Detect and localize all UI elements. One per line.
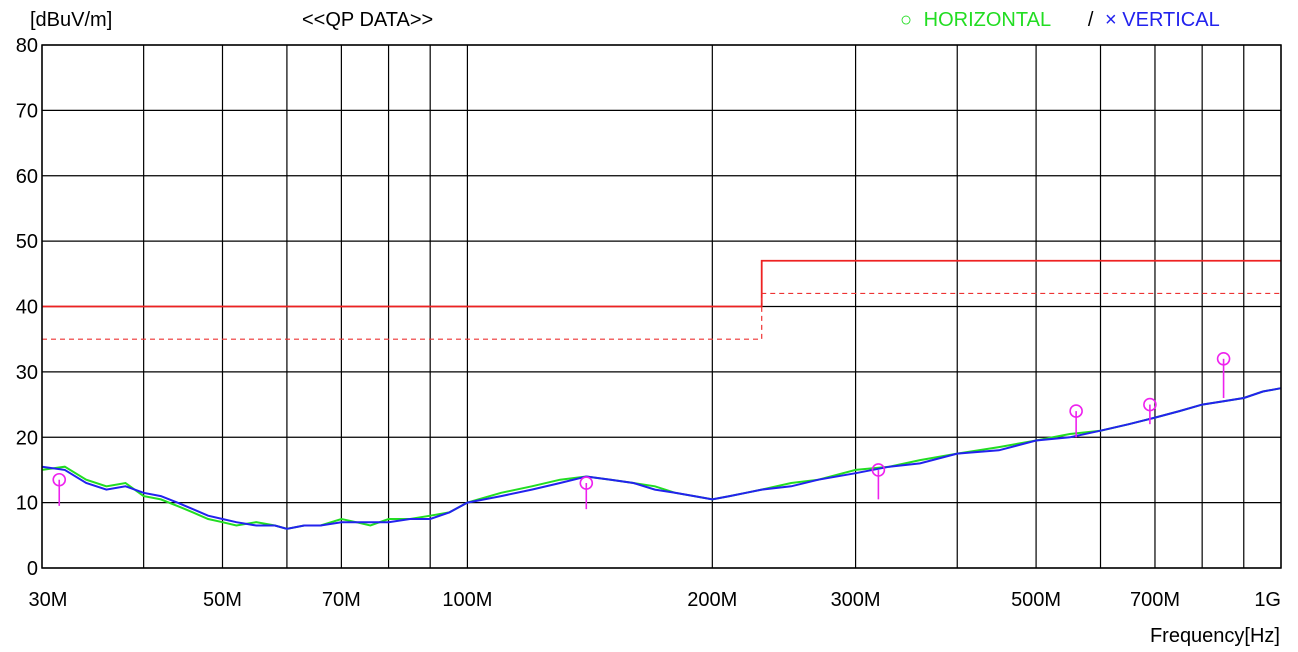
- limit-margin-line: [42, 292, 1281, 340]
- y-axis-label: [dBuV/m]: [30, 9, 113, 31]
- y-tick-label: 20: [16, 427, 38, 449]
- qp-marker-point: [1216, 351, 1231, 366]
- legend: ○ HORIZONTAL / × VERTICAL: [900, 9, 1220, 32]
- legend-horizontal-marker: ○: [900, 9, 913, 31]
- y-tick-label: 10: [16, 493, 38, 515]
- x-tick-label: 500M: [1011, 589, 1061, 611]
- series: [41, 387, 1282, 530]
- qp-marker-point: [1143, 397, 1157, 412]
- x-tick-label: 300M: [831, 589, 881, 611]
- x-tick-label: 50M: [203, 589, 242, 611]
- limit-lines: [42, 259, 1281, 340]
- x-tick-label: 70M: [322, 589, 361, 611]
- legend-vertical-label: VERTICAL: [1122, 9, 1220, 31]
- legend-separator: /: [1087, 9, 1094, 31]
- y-tick-label: 60: [16, 166, 38, 188]
- plot-frame: [41, 44, 1282, 569]
- y-tick-label: 80: [16, 35, 38, 57]
- series-vertical-line: [41, 387, 1282, 530]
- qp-markers: [52, 351, 1231, 510]
- series-horizontal-line: [41, 387, 1282, 530]
- legend-horizontal-label: HORIZONTAL: [923, 9, 1051, 31]
- limit-line: [42, 259, 1281, 308]
- x-tick-label: 1G: [1254, 589, 1281, 611]
- x-tick-label: 700M: [1130, 589, 1180, 611]
- x-axis-label: Frequency[Hz]: [1149, 625, 1280, 647]
- x-tick-label: 200M: [687, 589, 737, 611]
- qp-marker-point: [871, 463, 886, 477]
- y-tick-label: 0: [27, 558, 38, 580]
- tick-labels: 0 10 20 30 40 50 60 70 80 30M 50M 70M 100M 200M 300M 50…: [16, 35, 1281, 611]
- y-tick-label: 50: [16, 231, 38, 253]
- y-tick-label: 70: [16, 100, 38, 122]
- legend-vertical-marker: ×: [1105, 9, 1117, 31]
- y-tick-label: 40: [16, 297, 38, 319]
- qp-marker-point: [1069, 404, 1083, 418]
- x-tick-label: 100M: [442, 589, 492, 611]
- qp-marker-point: [52, 472, 67, 487]
- chart-title: <<QP DATA>>: [302, 9, 434, 31]
- x-tick-label: 30M: [29, 589, 68, 611]
- qp-marker-point: [579, 476, 594, 490]
- y-tick-label: 30: [16, 362, 38, 384]
